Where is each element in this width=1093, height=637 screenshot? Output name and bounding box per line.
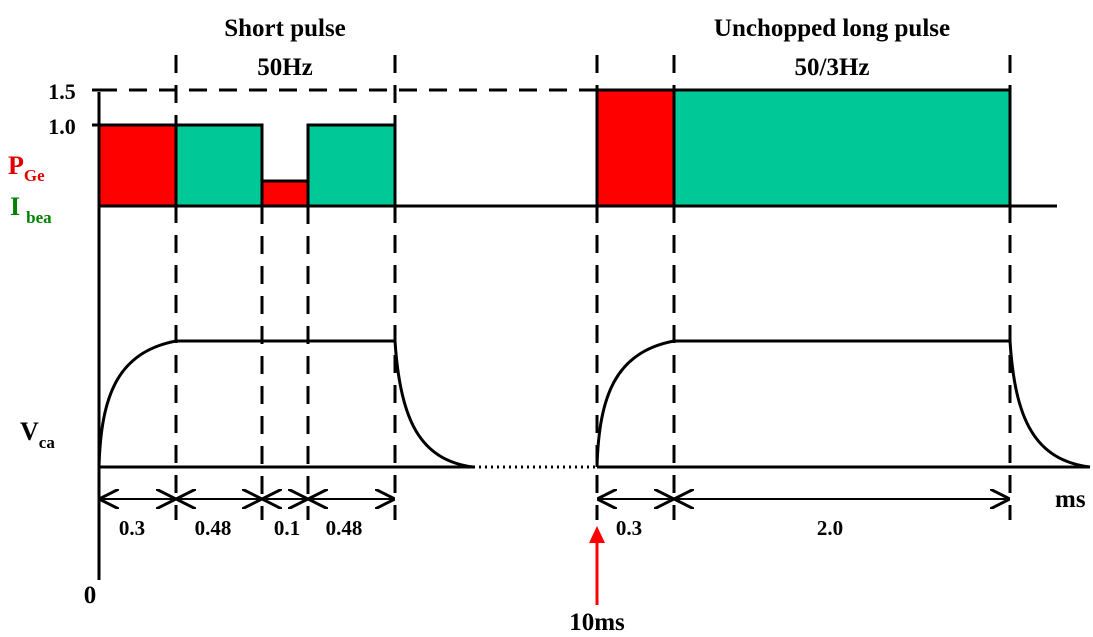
time-unit-label: ms <box>1055 486 1086 513</box>
ibeam-block-short-2 <box>306 123 397 208</box>
long-pulse-frequency: 50/3Hz <box>795 54 870 81</box>
y-tick-label-1-5: 1.5 <box>48 79 76 104</box>
vca-short-pulse <box>97 339 474 469</box>
pge-label-sub: Ge <box>24 166 45 185</box>
vca-label: Vca <box>20 417 55 452</box>
long-pulse-title: Unchopped long pulse <box>714 15 950 42</box>
duration-label-6: 2.0 <box>817 516 843 540</box>
pge-block-short <box>97 123 178 208</box>
marker-label: 10ms <box>569 609 625 636</box>
ibeam-block-short-1 <box>174 123 264 208</box>
origin-label: 0 <box>84 582 97 609</box>
vca-label-main: V <box>20 417 39 446</box>
vca-label-sub: ca <box>39 433 56 452</box>
pge-block-long <box>595 88 676 208</box>
pge-label-main: P <box>8 151 24 180</box>
duration-label-5: 0.3 <box>616 516 642 540</box>
y-tick-label-1-0: 1.0 <box>48 114 76 139</box>
dashed-guides <box>99 55 1012 520</box>
ibeam-label-sub: bea <box>26 208 52 227</box>
duration-label-1: 0.3 <box>119 516 145 540</box>
short-pulse-frequency: 50Hz <box>257 54 313 81</box>
pge-label: PGe <box>8 151 45 185</box>
duration-label-3: 0.1 <box>274 516 300 540</box>
ibeam-label-main: I <box>10 192 20 221</box>
vca-long-pulse <box>595 339 1091 469</box>
pulse-blocks <box>97 88 1012 208</box>
marker-arrow <box>589 526 605 605</box>
marker-arrow-head <box>589 526 605 543</box>
duration-label-2: 0.48 <box>195 516 232 540</box>
vca-waveforms <box>97 339 1091 469</box>
duration-label-4: 0.48 <box>326 516 363 540</box>
pge-block-chop <box>260 179 310 208</box>
short-pulse-title: Short pulse <box>224 15 346 42</box>
ibeam-block-long <box>672 88 1012 208</box>
